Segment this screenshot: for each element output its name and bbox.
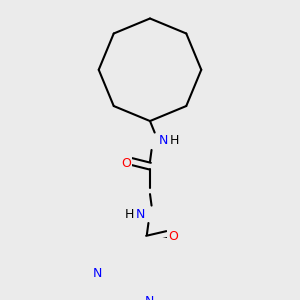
- Text: O: O: [121, 158, 131, 170]
- Text: O: O: [168, 230, 178, 244]
- Text: N: N: [158, 134, 168, 146]
- Text: N: N: [136, 208, 146, 221]
- Text: H: H: [125, 208, 134, 221]
- Text: N: N: [93, 267, 103, 280]
- Text: H: H: [169, 134, 179, 147]
- Text: N: N: [145, 295, 154, 300]
